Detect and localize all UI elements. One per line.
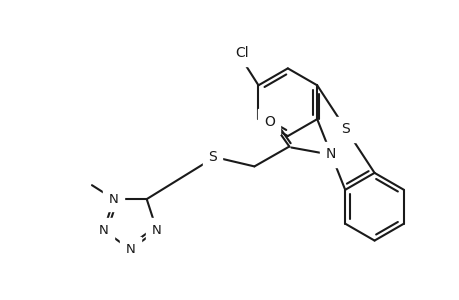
Text: N: N (325, 148, 336, 161)
Text: N: N (99, 224, 108, 237)
Text: N: N (109, 193, 118, 206)
Text: S: S (208, 151, 217, 164)
Text: S: S (341, 122, 349, 136)
Text: O: O (263, 115, 274, 129)
Text: N: N (125, 243, 135, 256)
Text: N: N (151, 224, 162, 237)
Text: Cl: Cl (235, 46, 249, 60)
